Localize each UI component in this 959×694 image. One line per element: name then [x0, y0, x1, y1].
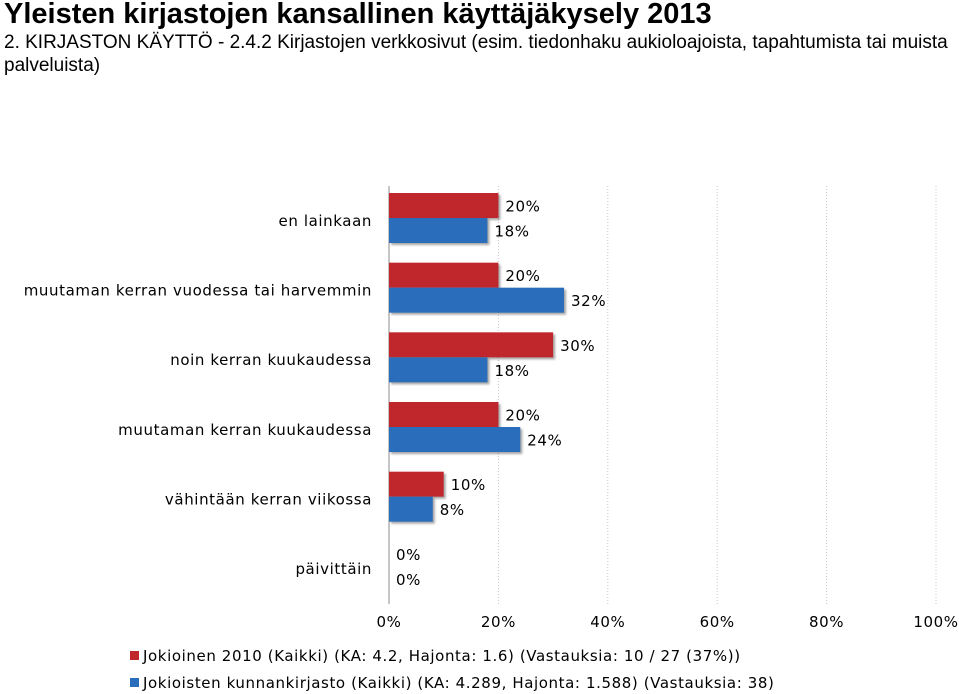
- bar-jokioinen-2010: [389, 262, 499, 288]
- bar-jokioinen-2010: [389, 332, 554, 358]
- data-label: 18%: [494, 362, 529, 380]
- bar-jokioinen-2010: [389, 193, 499, 218]
- data-label: 18%: [494, 223, 529, 241]
- data-label: 24%: [527, 432, 562, 450]
- data-label: 20%: [505, 267, 540, 285]
- chart-subtitle: 2. KIRJASTON KÄYTTÖ - 2.4.2 Kirjastojen …: [4, 32, 948, 76]
- category-label: noin kerran kuukaudessa: [170, 351, 372, 369]
- data-label: 0%: [396, 571, 421, 589]
- bar-kunnankirjasto: [389, 218, 488, 243]
- legend-swatch-red: [130, 651, 139, 660]
- bar-kunnankirjasto: [389, 496, 433, 522]
- x-tick-label: 80%: [809, 613, 844, 631]
- bar-kunnankirjasto: [389, 357, 488, 383]
- data-label: 32%: [571, 292, 606, 310]
- data-label: 20%: [505, 198, 540, 216]
- category-label: päivittäin: [295, 560, 372, 578]
- legend-swatch-blue: [130, 678, 139, 687]
- data-label: 30%: [560, 337, 595, 355]
- x-tick-label: 0%: [377, 613, 402, 631]
- category-label: en lainkaan: [279, 212, 372, 230]
- category-label: vähintään kerran viikossa: [165, 491, 372, 509]
- bar-jokioinen-2010: [389, 402, 499, 427]
- x-tick-label: 60%: [700, 613, 735, 631]
- data-label: 20%: [505, 407, 540, 425]
- x-tick-label: 100%: [913, 613, 958, 631]
- x-tick-label: 40%: [590, 613, 625, 631]
- bar-kunnankirjasto: [389, 427, 521, 452]
- legend-label: Jokioisten kunnankirjasto (Kaikki) (KA: …: [143, 674, 775, 692]
- legend-label: Jokioinen 2010 (Kaikki) (KA: 4.2, Hajont…: [143, 647, 741, 665]
- legend-item-jokioinen-2010: Jokioinen 2010 (Kaikki) (KA: 4.2, Hajont…: [130, 646, 741, 666]
- category-label: muutaman kerran kuukaudessa: [118, 421, 372, 439]
- bar-jokioinen-2010: [389, 471, 444, 497]
- data-label: 10%: [451, 476, 486, 494]
- bar-kunnankirjasto: [389, 287, 565, 313]
- chart-title: Yleisten kirjastojen kansallinen käyttäj…: [4, 0, 712, 30]
- data-label: 0%: [396, 546, 421, 564]
- category-label: muutaman kerran vuodessa tai harvemmin: [24, 282, 372, 300]
- x-tick-label: 20%: [481, 613, 516, 631]
- legend-item-kunnankirjasto: Jokioisten kunnankirjasto (Kaikki) (KA: …: [130, 673, 774, 693]
- data-label: 8%: [440, 501, 465, 519]
